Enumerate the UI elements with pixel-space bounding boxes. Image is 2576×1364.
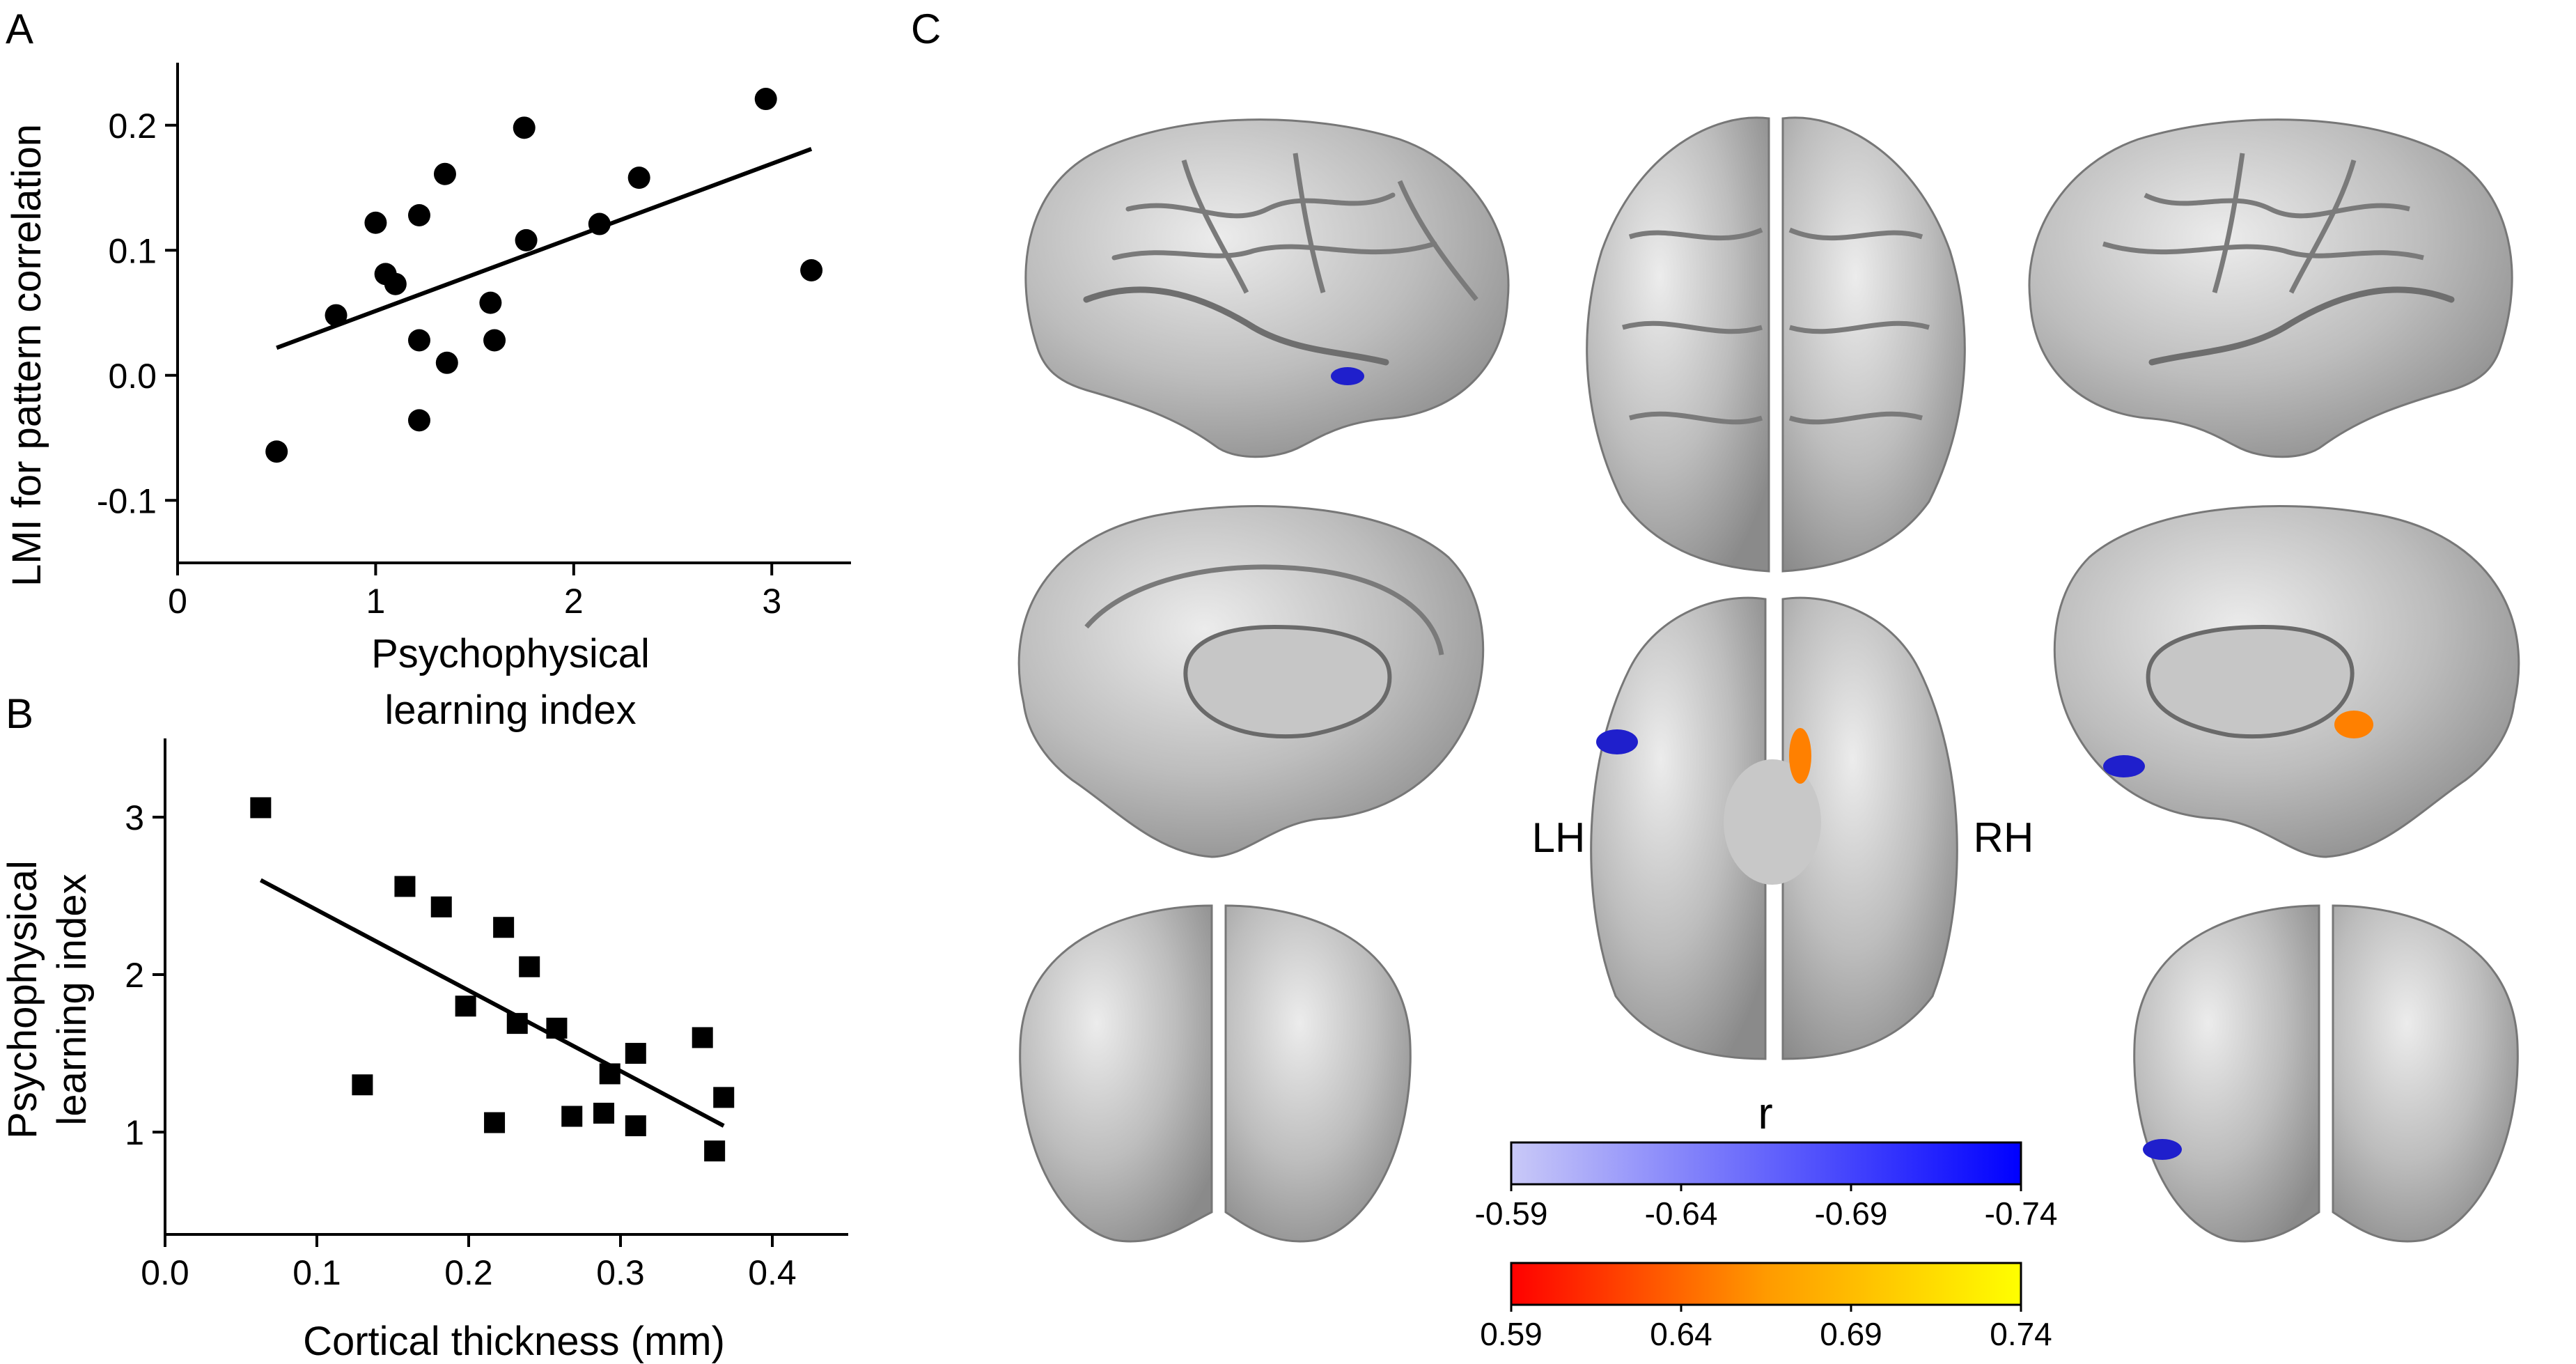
chart-b: 1 2 3 0.0 0.1 0.2 0.3 0.4 xyxy=(125,738,848,1292)
chart-a-x-axis-label-line-2: learning index xyxy=(384,688,636,733)
data-point xyxy=(430,896,452,917)
x-tick-label: 0.1 xyxy=(292,1253,341,1292)
colorbar-negative xyxy=(1510,1141,2022,1186)
colorbar-tick-label: -0.64 xyxy=(1645,1195,1718,1232)
panel-label-b: B xyxy=(6,690,33,737)
y-tick-label: 0.0 xyxy=(108,357,157,396)
data-point xyxy=(394,876,416,897)
chart-a: -0.1 0.0 0.1 0.2 0 1 2 3 xyxy=(97,63,851,621)
brain-left-lateral xyxy=(1024,118,1510,458)
x-tick-label: 1 xyxy=(366,582,386,621)
data-point xyxy=(692,1027,713,1048)
hemisphere-label-right: RH xyxy=(1974,814,2034,861)
data-point xyxy=(593,1102,615,1124)
x-tick-label: 0.3 xyxy=(596,1253,645,1292)
data-point xyxy=(704,1140,726,1162)
x-tick-label: 0 xyxy=(168,582,187,621)
data-point xyxy=(519,956,540,977)
data-point xyxy=(493,917,515,938)
colorbar-tick-label: -0.69 xyxy=(1815,1195,1888,1232)
data-point xyxy=(265,440,288,463)
data-point xyxy=(435,351,458,374)
brain-panel xyxy=(1017,116,2520,1243)
data-point xyxy=(352,1074,373,1096)
colorbar-positive-ticks: 0.59 0.64 0.69 0.74 xyxy=(1480,1305,2052,1352)
regression-line xyxy=(276,147,813,350)
y-tick-label: 0.2 xyxy=(108,107,157,146)
panel-label-a: A xyxy=(6,6,33,52)
data-point xyxy=(483,329,506,352)
data-point xyxy=(513,116,536,139)
data-point xyxy=(588,212,611,235)
data-point xyxy=(713,1087,735,1108)
data-point xyxy=(506,1013,528,1034)
data-point xyxy=(250,797,272,819)
chart-b-y-axis-label-line-1: Psychophysical xyxy=(0,860,45,1139)
data-point xyxy=(407,203,430,226)
y-tick-label: 1 xyxy=(125,1113,144,1152)
brain-posterior-left xyxy=(1019,904,1412,1243)
chart-a-x-axis-label-line-1: Psychophysical xyxy=(371,631,650,676)
data-point xyxy=(599,1063,620,1085)
data-point xyxy=(479,291,502,314)
data-point xyxy=(625,1043,646,1064)
x-tick-label: 2 xyxy=(564,582,584,621)
data-point xyxy=(561,1106,583,1127)
colorbar-tick-label: 0.64 xyxy=(1650,1316,1712,1352)
data-point xyxy=(754,88,777,111)
colorbar-tick-label: -0.74 xyxy=(1985,1195,2058,1232)
data-point xyxy=(407,409,430,432)
chart-a-y-axis-label: LMI for pattern correlation xyxy=(4,124,49,587)
y-tick-label: 3 xyxy=(125,798,144,837)
data-point xyxy=(546,1017,568,1039)
colorbar-tick-label: -0.59 xyxy=(1475,1195,1548,1232)
hemisphere-label-left: LH xyxy=(1532,814,1586,861)
regression-line xyxy=(259,878,725,1128)
x-tick-label: 0.0 xyxy=(141,1253,189,1292)
brain-bottom-positive-cluster xyxy=(1789,728,1811,784)
data-point xyxy=(407,329,430,352)
brain-posterior-right-negative-cluster xyxy=(2143,1139,2182,1160)
panel-label-c: C xyxy=(911,6,941,52)
brain-left-lateral-negative-cluster xyxy=(1331,367,1364,385)
data-point xyxy=(515,228,538,251)
data-point xyxy=(627,166,650,189)
brain-right-medial xyxy=(2053,505,2520,858)
x-tick-label: 0.4 xyxy=(748,1253,797,1292)
chart-b-y-axis-label-line-2: learning index xyxy=(49,874,95,1125)
colorbar-negative-ticks: -0.59 -0.64 -0.69 -0.74 xyxy=(1475,1184,2058,1232)
y-tick-label: -0.1 xyxy=(97,481,157,520)
data-point xyxy=(433,162,456,185)
data-point xyxy=(800,258,823,281)
data-point xyxy=(455,995,476,1017)
data-point xyxy=(364,211,387,234)
y-tick-label: 2 xyxy=(125,956,144,995)
brain-right-medial-negative-cluster xyxy=(2103,755,2145,777)
data-point xyxy=(384,272,407,295)
brain-bottom xyxy=(1590,596,1958,1060)
colorbar-tick-label: 0.69 xyxy=(1820,1316,1882,1352)
colorbar-positive xyxy=(1510,1262,2022,1306)
brain-right-medial-positive-cluster xyxy=(2334,711,2373,738)
data-point xyxy=(625,1115,646,1137)
chart-b-x-axis-label: Cortical thickness (mm) xyxy=(303,1319,725,1364)
x-tick-label: 0.2 xyxy=(444,1253,493,1292)
brain-right-lateral xyxy=(2028,118,2513,458)
brain-left-medial xyxy=(1017,505,1485,858)
x-tick-label: 3 xyxy=(762,582,781,621)
brain-bottom-negative-cluster xyxy=(1596,729,1638,754)
data-point xyxy=(484,1112,506,1133)
colorbar-title: r xyxy=(1758,1088,1772,1138)
colorbar-tick-label: 0.59 xyxy=(1480,1316,1543,1352)
data-point xyxy=(325,304,348,327)
colorbar-tick-label: 0.74 xyxy=(1990,1316,2052,1352)
brain-top xyxy=(1586,116,1966,573)
brain-posterior-right xyxy=(2133,904,2519,1243)
y-tick-label: 0.1 xyxy=(108,231,157,270)
